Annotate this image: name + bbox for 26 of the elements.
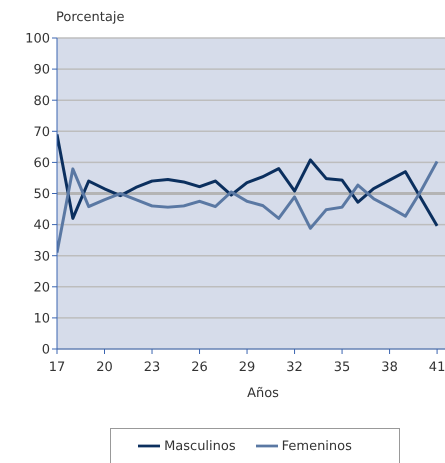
x-axis-title: Años	[247, 386, 280, 401]
y-tick-label: 0	[42, 342, 50, 358]
x-tick-label: 32	[286, 360, 303, 376]
x-tick-label: 26	[191, 360, 208, 376]
y-tick-label: 30	[33, 249, 50, 264]
y-tick-label: 10	[33, 312, 50, 327]
y-tick-label: 50	[33, 187, 50, 202]
line-series	[57, 132, 439, 228]
y-tick-label: 40	[33, 218, 50, 234]
y-tick-label: 90	[33, 62, 50, 78]
line-series	[57, 160, 439, 254]
x-tick-label: 29	[238, 360, 256, 376]
legend-label: Femeninos	[282, 438, 352, 454]
legend-label: Masculinos	[164, 438, 236, 454]
y-axis-title: Porcentaje	[56, 10, 124, 25]
x-tick-label: 38	[381, 360, 398, 376]
x-tick-label: 20	[96, 360, 113, 376]
x-tick-label: 23	[144, 360, 160, 376]
y-tick-label: 20	[33, 280, 50, 296]
y-tick-label: 60	[33, 156, 50, 172]
y-tick-label: 70	[33, 124, 50, 140]
x-tick-label: 41	[428, 360, 445, 376]
y-tick-label: 80	[33, 94, 50, 109]
y-tick-label: 100	[25, 32, 50, 47]
x-tick-label: 35	[334, 360, 350, 376]
x-tick-label: 17	[48, 360, 66, 376]
